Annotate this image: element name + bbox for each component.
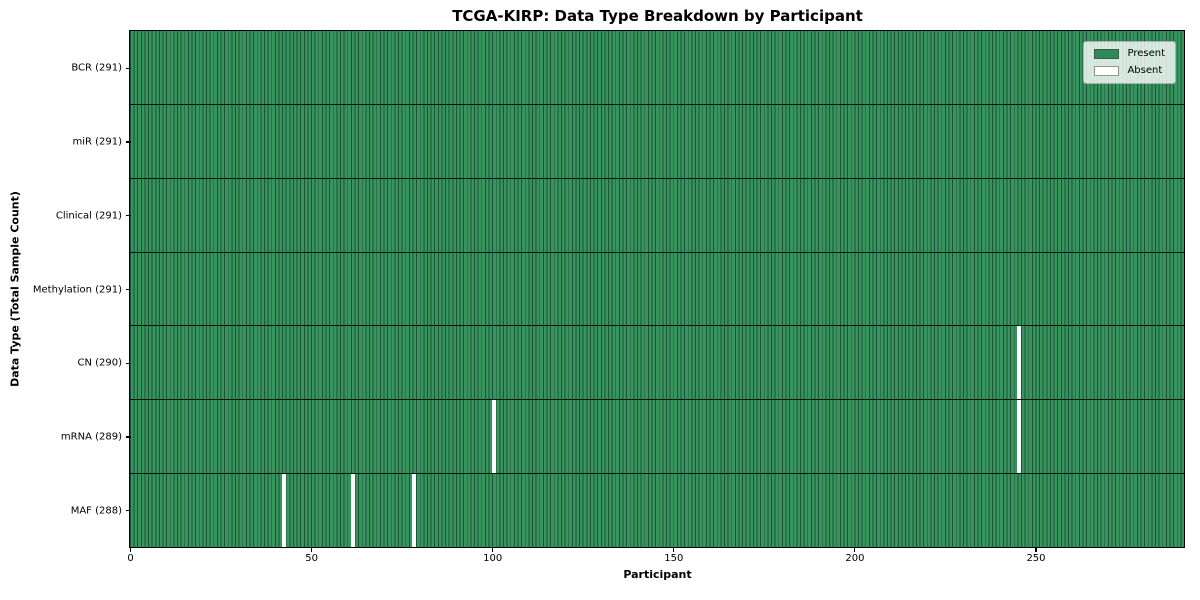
- x-axis-label: Participant: [623, 568, 692, 581]
- legend: Present Absent: [1083, 41, 1176, 84]
- plot-area: Present Absent: [129, 30, 1185, 548]
- heatmap-row-Clinical: [130, 177, 1184, 252]
- y-tick-label-mRNA: mRNA (289): [60, 431, 122, 443]
- y-tick-mark: [125, 141, 131, 143]
- heatmap-row-miR: [130, 103, 1184, 178]
- absent-marker-mRNA-100: [491, 400, 496, 474]
- y-tick-label-Clinical: Clinical (291): [55, 210, 122, 222]
- x-tick-mark: [492, 547, 494, 552]
- y-tick-label-BCR: BCR (291): [71, 62, 122, 74]
- y-tick-mark: [125, 288, 131, 291]
- x-tick-label-200: 200: [845, 553, 865, 564]
- chart-title: TCGA-KIRP: Data Type Breakdown by Partic…: [452, 7, 863, 25]
- legend-item-present: Present: [1094, 48, 1165, 60]
- heatmap-row-MAF: [130, 473, 1184, 548]
- absent-marker-MAF-42: [281, 474, 286, 548]
- x-tick-label-100: 100: [483, 553, 503, 564]
- legend-swatch-absent: [1094, 66, 1120, 76]
- x-tick-mark: [673, 547, 675, 552]
- legend-label: Absent: [1127, 65, 1163, 76]
- heatmap-row-Methylation: [130, 251, 1184, 326]
- x-tick-label-50: 50: [305, 553, 318, 564]
- y-tick-label-miR: miR (291): [72, 136, 122, 148]
- heatmap-row-BCR: [130, 31, 1184, 104]
- y-tick-label-MAF: MAF (288): [70, 505, 122, 517]
- y-tick-label-Methylation: Methylation (291): [32, 284, 122, 295]
- heatmap-rows: [130, 31, 1184, 548]
- x-tick-label-0: 0: [127, 553, 134, 564]
- legend-label: Present: [1127, 48, 1165, 59]
- heatmap-row-CN: [130, 325, 1184, 400]
- y-tick-mark: [125, 362, 131, 364]
- y-tick-mark: [125, 67, 131, 69]
- y-tick-mark: [125, 510, 131, 512]
- x-tick-label-150: 150: [664, 553, 684, 564]
- y-tick-mark: [125, 215, 131, 217]
- absent-marker-CN-245: [1017, 326, 1022, 400]
- x-tick-mark: [310, 547, 313, 552]
- heatmap-row-mRNA: [130, 399, 1184, 474]
- absent-marker-MAF-78: [412, 474, 417, 548]
- x-tick-label-250: 250: [1026, 553, 1046, 564]
- x-tick-mark: [129, 547, 132, 552]
- x-tick-mark: [1035, 547, 1037, 552]
- absent-marker-mRNA-245: [1017, 400, 1022, 474]
- x-tick-mark: [854, 547, 856, 552]
- absent-marker-MAF-61: [350, 474, 355, 548]
- y-tick-label-CN: CN (290): [77, 357, 122, 369]
- legend-swatch-present: [1094, 49, 1120, 59]
- y-tick-mark: [125, 436, 131, 438]
- legend-item-absent: Absent: [1094, 65, 1165, 77]
